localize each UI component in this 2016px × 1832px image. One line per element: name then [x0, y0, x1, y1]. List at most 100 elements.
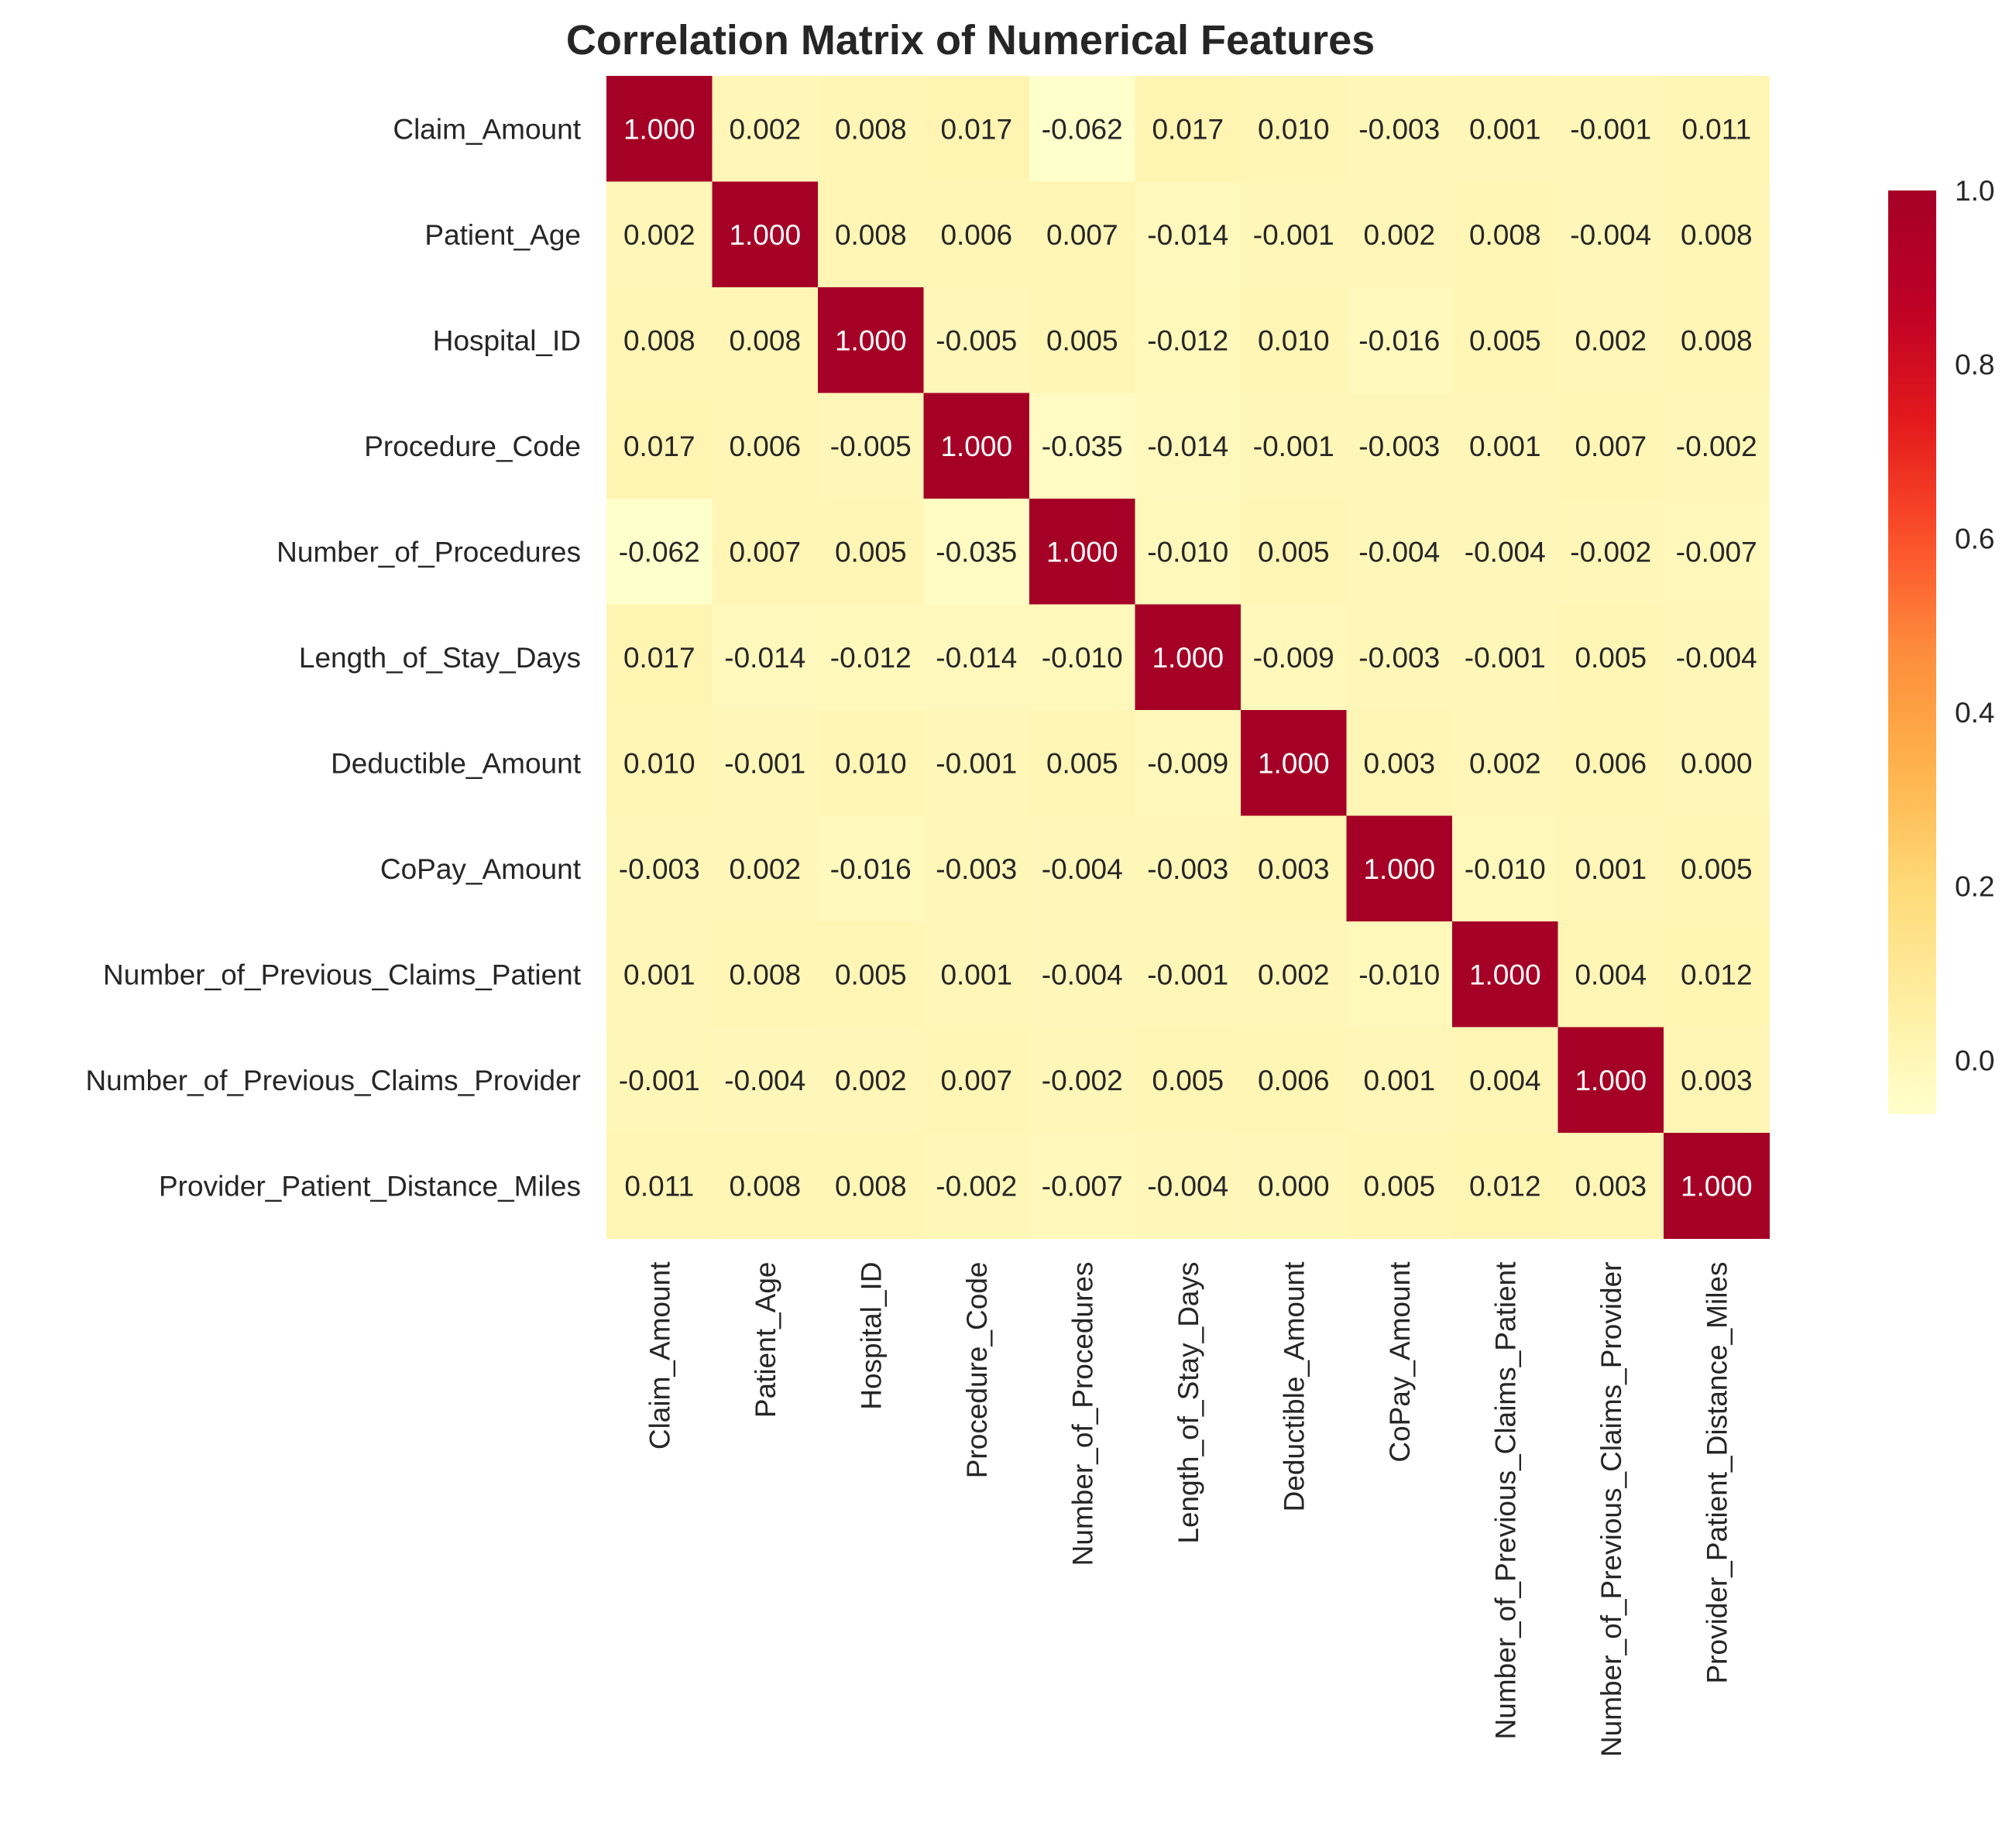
heatmap-cell-value: 0.005: [1469, 324, 1541, 356]
heatmap-cell: [1241, 710, 1347, 816]
heatmap-cell-value: 0.002: [1469, 747, 1541, 779]
heatmap-cell: [712, 287, 819, 393]
heatmap-cell: [1346, 604, 1453, 711]
heatmap-cell-value: 0.008: [729, 324, 801, 356]
heatmap-cell-value: -0.003: [1358, 642, 1440, 674]
colorbar-tick-label: 1.0: [1955, 175, 1994, 207]
heatmap-cell-value: -0.035: [1042, 431, 1123, 462]
heatmap-cell-value: 1.000: [623, 113, 695, 145]
x-axis-tick-labels: Claim_Amount Patient_Age Hospital_ID Proced…: [644, 1261, 1733, 1757]
heatmap-cell-value: -0.002: [1042, 1065, 1123, 1096]
heatmap-cell: [1029, 76, 1135, 182]
chart-title: Correlation Matrix of Numerical Features: [566, 17, 1375, 63]
heatmap-cell: [1558, 710, 1664, 816]
heatmap-cell-value: 0.007: [1575, 431, 1647, 462]
x-tick-label: Hospital_ID: [855, 1262, 887, 1410]
heatmap-cell: [1346, 287, 1453, 393]
heatmap-cell-value: 0.008: [1469, 219, 1541, 251]
heatmap-cell-value: -0.002: [1676, 431, 1757, 462]
heatmap-cell: [1029, 287, 1135, 393]
heatmap-cell-value: 0.008: [1681, 219, 1753, 251]
heatmap-cell-value: 0.001: [1363, 1065, 1435, 1096]
heatmap-cell-value: 0.012: [1681, 959, 1753, 990]
heatmap-cell: [1664, 181, 1770, 288]
y-tick-label: Claim_Amount: [393, 113, 581, 145]
heatmap-cell-value: 1.000: [1681, 1170, 1753, 1202]
heatmap-cell: [606, 1133, 713, 1239]
heatmap-cell: [1558, 921, 1664, 1027]
heatmap-cell: [818, 604, 924, 711]
heatmap-cell: [606, 815, 713, 922]
heatmap-cell-value: -0.004: [1042, 959, 1123, 990]
heatmap-cell: [606, 921, 713, 1027]
heatmap-cell: [1241, 287, 1347, 393]
heatmap-cell: [1664, 815, 1770, 922]
heatmap-cell: [712, 1027, 819, 1134]
heatmap-cell: [1346, 710, 1453, 816]
colorbar-tick-labels: 0.0 0.2 0.4 0.6 0.8 1.0: [1955, 175, 1994, 1076]
heatmap-cell: [1029, 1027, 1135, 1134]
heatmap-cell: [712, 710, 819, 816]
heatmap-cell-value: 0.011: [624, 1170, 694, 1202]
heatmap-cell-value: 0.001: [940, 959, 1012, 990]
heatmap-cell-value: -0.004: [724, 1065, 805, 1096]
heatmap-cell-value: -0.001: [936, 747, 1017, 779]
heatmap-cell-value: 0.002: [623, 219, 695, 251]
heatmap-cell-value: 0.002: [729, 853, 801, 885]
heatmap-cell: [1452, 287, 1558, 393]
heatmap-cell: [1241, 1133, 1347, 1239]
heatmap-cell-value: -0.062: [1042, 113, 1123, 145]
heatmap-cell: [1346, 1027, 1453, 1134]
heatmap-cell-value: -0.007: [1676, 536, 1757, 568]
heatmap-cell: [712, 604, 819, 711]
heatmap-cell-value: 1.000: [1046, 536, 1118, 568]
colorbar-tick-label: 0.6: [1955, 523, 1994, 554]
heatmap-cell-value: 0.005: [835, 536, 907, 568]
colorbar: 0.0 0.2 0.4 0.6 0.8 1.0: [1888, 175, 1994, 1114]
heatmap-cell: [1029, 604, 1135, 711]
heatmap-cell-value: 0.008: [623, 324, 695, 356]
heatmap-cell-value: 0.006: [1258, 1065, 1330, 1096]
heatmap-cell: [1452, 921, 1558, 1027]
heatmap-cell: [1452, 76, 1558, 182]
heatmap-cell-value: -0.004: [1676, 642, 1757, 674]
heatmap-cell-value: 0.010: [1258, 324, 1330, 356]
heatmap-cell: [818, 1133, 924, 1239]
heatmap-cell: [1558, 76, 1664, 182]
heatmap-cell-value: 0.017: [623, 642, 695, 674]
heatmap-cell: [1241, 181, 1347, 288]
heatmap-cell-value: 0.008: [835, 219, 907, 251]
heatmap-cell: [1029, 1133, 1135, 1239]
heatmap-cell-value: -0.014: [1147, 219, 1228, 251]
x-tick-label: Deductible_Amount: [1278, 1261, 1310, 1512]
heatmap-cell: [1135, 815, 1242, 922]
colorbar-tick-label: 0.4: [1955, 697, 1994, 729]
heatmap-cell: [606, 287, 713, 393]
heatmap-cell: [1664, 393, 1770, 499]
heatmap-cell: [1558, 1027, 1664, 1134]
heatmap-cell: [1558, 815, 1664, 922]
heatmap-cell-value: 0.007: [1046, 219, 1118, 251]
heatmap-cell: [1452, 1027, 1558, 1134]
heatmap-cell: [1346, 393, 1453, 499]
heatmap-cell: [1135, 393, 1242, 499]
y-tick-label: Number_of_Procedures: [276, 536, 581, 568]
heatmap-cell: [818, 1027, 924, 1134]
heatmap-cell-value: 0.006: [940, 219, 1012, 251]
x-tick-label: Provider_Patient_Distance_Miles: [1701, 1262, 1733, 1684]
y-tick-label: Deductible_Amount: [331, 747, 582, 779]
x-tick-label: Claim_Amount: [644, 1261, 675, 1449]
heatmap-cell: [1135, 287, 1242, 393]
heatmap-cell-value: 0.002: [835, 1065, 907, 1096]
heatmap-cell: [818, 181, 924, 288]
heatmap-cell: [1664, 287, 1770, 393]
heatmap-cell: [1664, 921, 1770, 1027]
heatmap-cell-value: 0.017: [940, 113, 1012, 145]
heatmap-cell-value: 0.017: [1152, 113, 1224, 145]
heatmap-cell: [1664, 499, 1770, 605]
heatmap-cell-value: -0.014: [936, 642, 1017, 674]
heatmap-cell: [606, 710, 713, 816]
heatmap-cell: [712, 921, 819, 1027]
heatmap-cell-value: -0.002: [936, 1170, 1017, 1202]
colorbar-tick-label: 0.2: [1955, 871, 1994, 903]
